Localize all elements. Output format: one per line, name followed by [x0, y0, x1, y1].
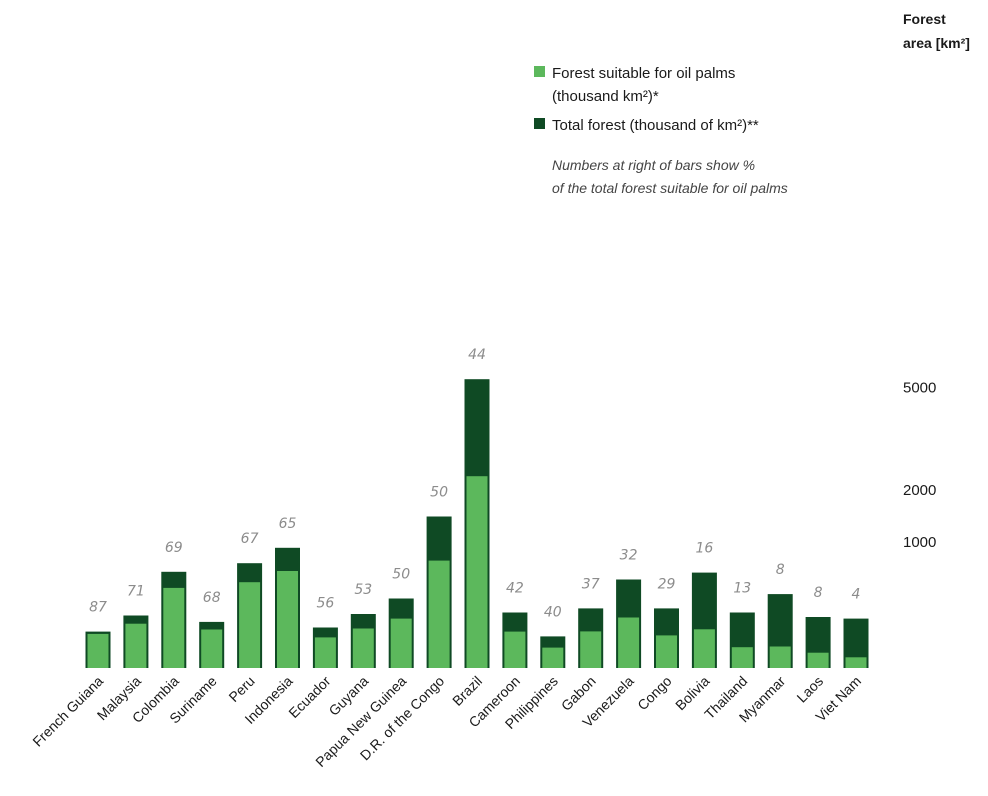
legend-swatch-suitable [534, 66, 545, 77]
bar-suitable-cameroon [504, 631, 526, 668]
percent-label-papua-new-guinea: 50 [392, 567, 410, 583]
y-axis-ticks: 1000 2000 5000 [903, 380, 936, 552]
bar-suitable-laos [807, 652, 829, 668]
percent-label-viet-nam: 4 [852, 587, 861, 603]
percent-label-peru: 67 [241, 531, 259, 547]
bar-suitable-ecuador [314, 637, 336, 668]
percent-label-french-guiana: 87 [89, 600, 107, 616]
bar-suitable-brazil [466, 476, 488, 668]
percent-labels-group: 87 71 69 68 67 65 56 53 50 50 44 42 40 37 32 29 16 13 8 8 4 [89, 347, 860, 620]
bar-suitable-viet-nam [845, 657, 867, 668]
bar-suitable-philippines [542, 647, 564, 668]
y-axis-title-line1: Forest [903, 11, 946, 27]
bar-suitable-guyana [352, 628, 374, 668]
percent-label-malaysia: 71 [127, 584, 145, 600]
y-tick-label-5000: 5000 [903, 380, 936, 397]
bar-suitable-myanmar [769, 646, 791, 668]
bar-suitable-suriname [201, 629, 223, 668]
y-tick-label-2000: 2000 [903, 482, 936, 499]
percent-label-brazil: 44 [468, 347, 486, 363]
legend-swatch-total [534, 118, 545, 129]
percent-label-bolivia: 16 [695, 541, 713, 557]
legend-label-suitable-line2: (thousand km²)* [552, 88, 659, 105]
percent-label-gabon: 37 [582, 576, 600, 592]
y-axis: Forest area [km²] 1000 2000 5000 [903, 11, 970, 551]
bar-suitable-d-r-of-the-congo [428, 560, 450, 668]
bars-group [85, 379, 869, 668]
percent-label-venezuela: 32 [620, 548, 638, 564]
percent-label-philippines: 40 [544, 604, 562, 620]
bar-suitable-papua-new-guinea [390, 618, 412, 668]
bar-suitable-colombia [163, 587, 185, 668]
bar-suitable-peru [239, 582, 261, 668]
legend-note-line2: of the total forest suitable for oil pal… [552, 180, 788, 196]
bar-suitable-venezuela [618, 617, 640, 668]
percent-label-suriname: 68 [203, 590, 221, 606]
percent-label-ecuador: 56 [316, 596, 334, 612]
bar-suitable-congo [656, 635, 677, 668]
percent-label-colombia: 69 [165, 540, 183, 556]
bar-suitable-indonesia [277, 571, 298, 668]
percent-label-d-r-of-the-congo: 50 [430, 485, 448, 501]
y-axis-title-line2: area [km²] [903, 35, 970, 51]
percent-label-thailand: 13 [733, 581, 751, 597]
y-tick-label-1000: 1000 [903, 534, 936, 551]
category-label-congo: Congo [634, 673, 675, 714]
percent-label-myanmar: 8 [776, 562, 785, 578]
category-label-laos: Laos [793, 673, 826, 706]
percent-label-cameroon: 42 [506, 581, 524, 597]
category-label-peru: Peru [225, 673, 257, 705]
legend-label-suitable-line1: Forest suitable for oil palms [552, 65, 735, 82]
category-label-ecuador: Ecuador [285, 673, 333, 721]
bar-suitable-gabon [580, 631, 602, 668]
bar-suitable-thailand [731, 647, 753, 668]
bar-suitable-bolivia [693, 629, 715, 668]
legend: Forest suitable for oil palms (thousand … [534, 65, 788, 196]
percent-label-indonesia: 65 [279, 516, 297, 532]
percent-label-guyana: 53 [354, 582, 372, 598]
legend-note-line1: Numbers at right of bars show % [552, 157, 755, 173]
bar-suitable-french-guiana [87, 633, 109, 668]
legend-label-total: Total forest (thousand of km²)** [552, 117, 759, 134]
bar-suitable-malaysia [125, 623, 147, 668]
percent-label-congo: 29 [658, 576, 676, 592]
percent-label-laos: 8 [814, 585, 823, 601]
